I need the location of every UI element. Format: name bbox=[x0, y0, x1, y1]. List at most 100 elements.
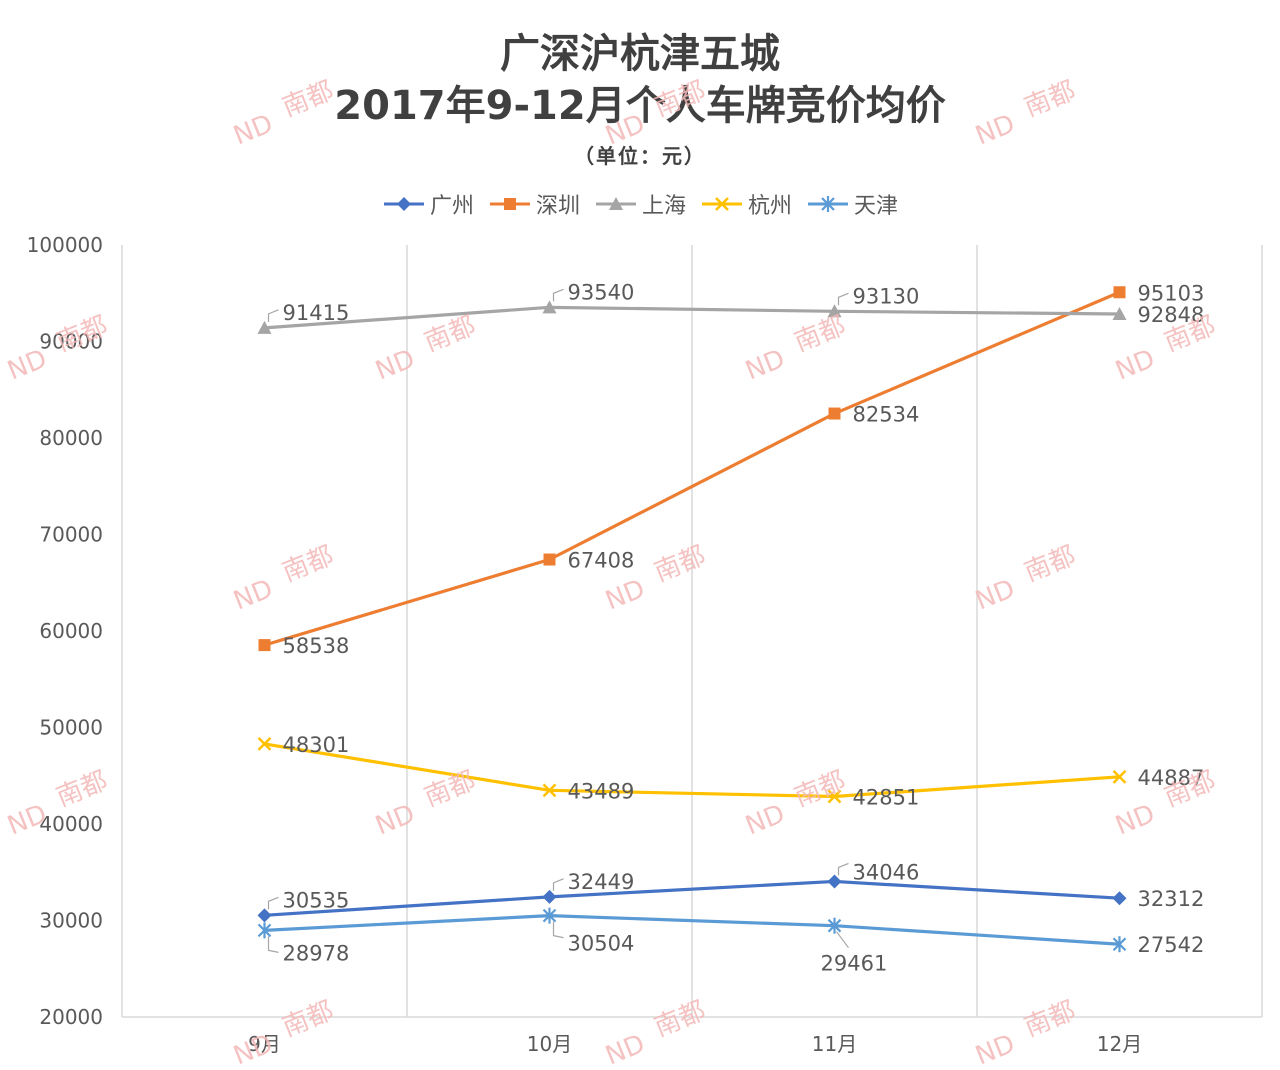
x-tick-label: 12月 bbox=[1097, 1032, 1142, 1056]
data-label: 30535 bbox=[283, 888, 350, 912]
legend-swatch bbox=[595, 197, 636, 210]
data-point bbox=[828, 407, 841, 420]
legend-swatch bbox=[808, 196, 849, 212]
watermark-logo: ND bbox=[371, 344, 419, 387]
chart-legend: 广州 深圳 上海 杭州 天津 bbox=[0, 188, 1280, 220]
data-point bbox=[542, 783, 557, 798]
legend-item-深圳: 深圳 bbox=[488, 188, 580, 220]
data-point bbox=[542, 889, 557, 904]
data-point bbox=[542, 907, 557, 924]
watermark-logo: ND bbox=[971, 574, 1019, 617]
leader-line bbox=[267, 936, 279, 953]
watermark-logo: ND bbox=[741, 799, 789, 842]
legend-label: 深圳 bbox=[535, 194, 580, 219]
watermark-logo: ND bbox=[1111, 344, 1159, 387]
x-tick-label: 10月 bbox=[527, 1032, 572, 1056]
legend-item-天津: 天津 bbox=[806, 188, 898, 220]
data-point bbox=[827, 917, 842, 934]
data-label: 30504 bbox=[568, 932, 635, 956]
x-tick-label: 9月 bbox=[248, 1032, 281, 1056]
leader-line bbox=[267, 896, 279, 910]
watermark-logo: ND bbox=[971, 109, 1019, 152]
series-上海 bbox=[257, 300, 1127, 334]
data-label: 34046 bbox=[853, 860, 920, 884]
legend-label: 杭州 bbox=[748, 194, 793, 219]
data-point bbox=[1112, 891, 1127, 906]
watermark-text: 南都 bbox=[790, 766, 849, 813]
series-line bbox=[264, 742, 1120, 799]
y-tick-label: 20000 bbox=[39, 1005, 103, 1029]
watermark-text: 南都 bbox=[1020, 76, 1079, 123]
watermark-text: 南都 bbox=[1020, 996, 1079, 1043]
series-line bbox=[264, 914, 1120, 946]
watermark-text: 南都 bbox=[52, 766, 111, 813]
data-point bbox=[1112, 769, 1127, 784]
data-point bbox=[715, 197, 729, 211]
legend-item-上海: 上海 bbox=[594, 188, 686, 220]
data-label: 93540 bbox=[568, 280, 635, 304]
leader-line bbox=[552, 921, 564, 939]
data-label: 29461 bbox=[821, 952, 888, 976]
label-layer: 30535 32449 34046 32312 58538 67408 82534 95103… bbox=[267, 280, 1205, 976]
series-line bbox=[264, 879, 1120, 917]
data-point-stroke bbox=[1112, 769, 1127, 784]
chart-title-line-2: 2017年9-12月个人车牌竞价均价 bbox=[334, 83, 946, 129]
data-point bbox=[258, 639, 271, 652]
watermark-text: 南都 bbox=[278, 76, 337, 123]
data-point bbox=[396, 197, 411, 211]
data-point bbox=[821, 196, 835, 212]
watermark-text: 南都 bbox=[650, 996, 709, 1043]
legend-item-广州: 广州 bbox=[382, 188, 474, 220]
series-广州 bbox=[257, 874, 1127, 923]
data-point-stroke bbox=[827, 789, 842, 804]
series-line bbox=[264, 290, 1121, 647]
watermark-text: 南都 bbox=[1020, 541, 1079, 588]
data-point bbox=[1112, 307, 1127, 321]
data-label: 91415 bbox=[283, 301, 350, 325]
data-label: 27542 bbox=[1138, 933, 1205, 957]
data-point bbox=[1113, 286, 1126, 299]
data-point bbox=[257, 922, 272, 939]
data-label: 93130 bbox=[853, 284, 920, 308]
leader-line bbox=[837, 292, 849, 306]
data-point bbox=[257, 737, 272, 751]
data-label: 44887 bbox=[1138, 766, 1205, 790]
data-point bbox=[257, 908, 272, 923]
y-tick-label: 80000 bbox=[39, 426, 103, 450]
leader-line bbox=[837, 862, 849, 876]
watermark-text: 南都 bbox=[650, 76, 709, 123]
leader-line bbox=[552, 878, 564, 891]
data-label: 95103 bbox=[1138, 281, 1205, 305]
data-label: 58538 bbox=[283, 634, 350, 658]
series-天津 bbox=[257, 907, 1127, 953]
data-label: 67408 bbox=[568, 549, 635, 573]
chart-title: 广深沪杭津五城 2017年9-12月个人车牌竞价均价 bbox=[0, 28, 1280, 132]
data-label: 43489 bbox=[568, 779, 635, 803]
data-label: 32449 bbox=[568, 870, 635, 894]
watermark-text: 南都 bbox=[420, 766, 479, 813]
y-tick-label: 30000 bbox=[39, 909, 103, 933]
watermark-text: 南都 bbox=[278, 996, 337, 1043]
data-point bbox=[1112, 936, 1127, 953]
y-tick-label: 90000 bbox=[39, 330, 103, 354]
data-point-stroke bbox=[257, 737, 272, 751]
chart-title-line-1: 广深沪杭津五城 bbox=[500, 31, 780, 77]
series-line bbox=[264, 305, 1120, 330]
legend-swatch bbox=[383, 197, 424, 211]
y-tick-label: 70000 bbox=[39, 523, 103, 547]
leader-line bbox=[267, 309, 279, 322]
watermark-logo: ND bbox=[371, 799, 419, 842]
watermark-text: 南都 bbox=[278, 541, 337, 588]
data-label: 28978 bbox=[283, 941, 350, 965]
leader-line bbox=[552, 288, 564, 302]
